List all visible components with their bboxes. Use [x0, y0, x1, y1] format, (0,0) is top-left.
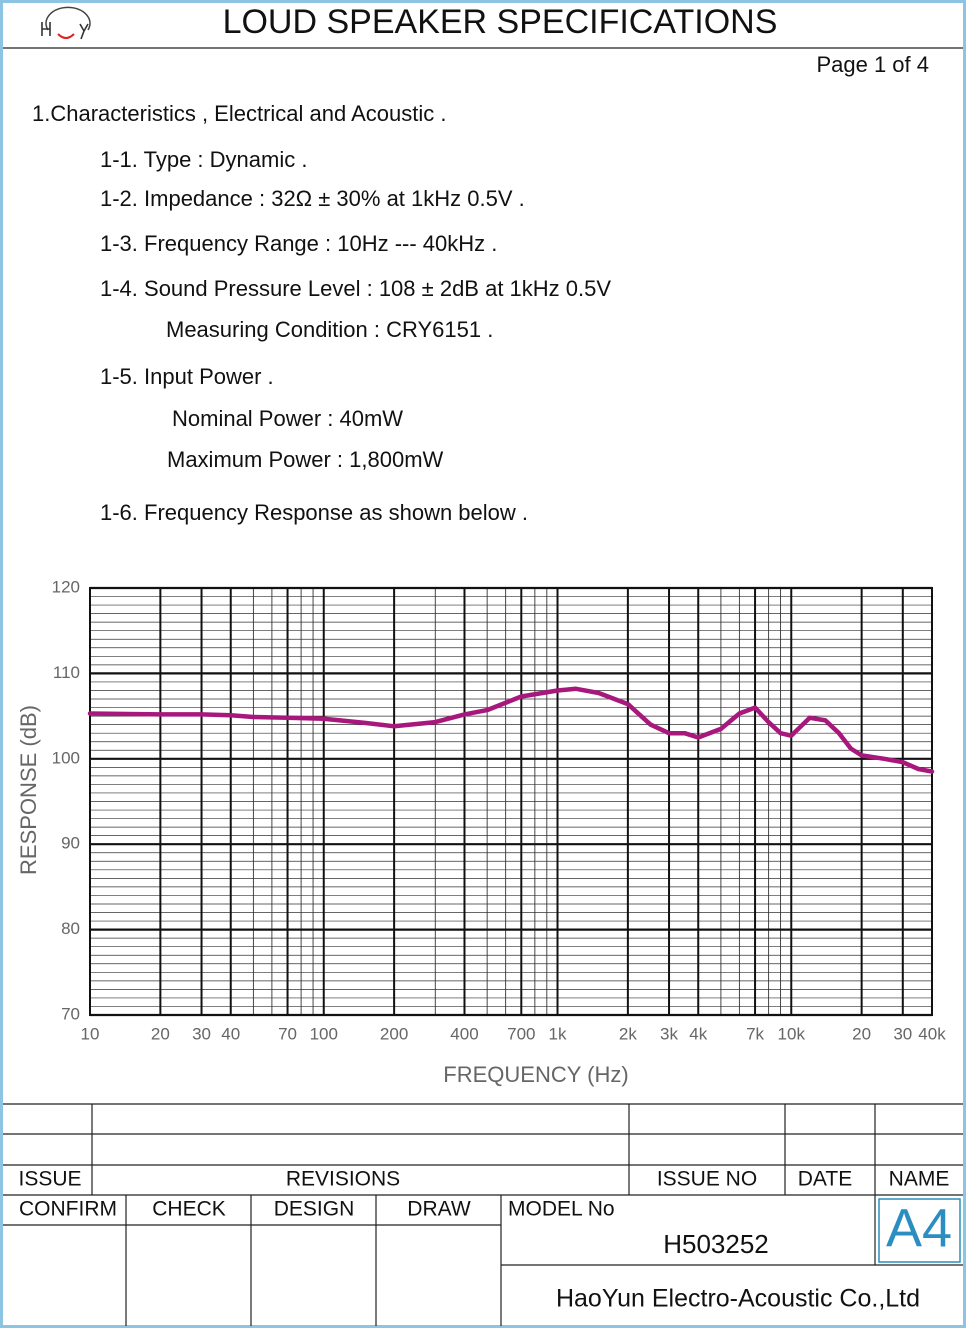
x-tick-label: 40k	[918, 1024, 946, 1043]
x-tick-label: 10k	[778, 1024, 806, 1043]
y-tick-label: 70	[61, 1004, 80, 1023]
x-tick-label: 7k	[746, 1024, 764, 1043]
spec-item: 1-6. Frequency Response as shown below .	[100, 500, 528, 525]
signoff-label: CONFIRM	[19, 1198, 117, 1221]
table-header: ISSUE NO	[657, 1168, 757, 1191]
y-tick-label: 80	[61, 919, 80, 938]
y-tick-label: 90	[61, 834, 80, 853]
model-number: H503252	[663, 1229, 769, 1259]
x-tick-label: 400	[450, 1024, 478, 1043]
spec-item: Nominal Power : 40mW	[172, 406, 403, 431]
x-tick-label: 100	[310, 1024, 338, 1043]
company-name: HaoYun Electro-Acoustic Co.,Ltd	[556, 1285, 920, 1313]
x-axis-label: FREQUENCY (Hz)	[443, 1062, 628, 1087]
spec-item: Maximum Power : 1,800mW	[167, 447, 444, 472]
logo	[41, 6, 91, 40]
paper-size: A4	[886, 1198, 952, 1258]
spec-item: Measuring Condition : CRY6151 .	[166, 317, 493, 342]
plot-frame	[89, 587, 933, 1016]
table-header: NAME	[889, 1168, 950, 1191]
title-block	[3, 1103, 963, 1326]
spec-item: 1-1. Type : Dynamic .	[100, 147, 307, 172]
x-tick-label: 3k	[660, 1024, 678, 1043]
spec-item: 1-5. Input Power .	[100, 364, 274, 389]
signoff-label: CHECK	[152, 1198, 226, 1221]
page-number: Page 1 of 4	[816, 52, 929, 77]
response-curve	[87, 686, 935, 774]
table-header: REVISIONS	[286, 1168, 400, 1191]
table-header: ISSUE	[18, 1168, 81, 1191]
x-tick-label: 1k	[549, 1024, 567, 1043]
signoff-label: DESIGN	[274, 1198, 355, 1221]
x-tick-label: 30	[893, 1024, 912, 1043]
section-heading: 1.Characteristics , Electrical and Acous…	[32, 101, 447, 126]
x-tick-label: 700	[507, 1024, 535, 1043]
spec-item: 1-3. Frequency Range : 10Hz --- 40kHz .	[100, 231, 497, 256]
table-header: DATE	[798, 1168, 852, 1191]
x-tick-label: 70	[278, 1024, 297, 1043]
chart: 70 80 90 100 110 120 10 20 30 40 70 100 200 400 700 1k 2…	[52, 577, 947, 1043]
x-tick-label: 2k	[619, 1024, 637, 1043]
y-axis-label: RESPONSE (dB)	[16, 705, 41, 875]
x-tick-label: 200	[380, 1024, 408, 1043]
signoff-label: DRAW	[407, 1198, 471, 1221]
x-tick-label: 20	[151, 1024, 170, 1043]
x-tick-label: 4k	[689, 1024, 707, 1043]
y-tick-label: 100	[52, 748, 80, 767]
y-tick-label: 110	[53, 663, 80, 682]
doc-title: LOUD SPEAKER SPECIFICATIONS	[223, 3, 778, 41]
spec-item: 1-4. Sound Pressure Level : 108 ± 2dB at…	[100, 276, 611, 301]
spec-item: 1-2. Impedance : 32Ω ± 30% at 1kHz 0.5V …	[100, 186, 525, 211]
y-tick-label: 120	[52, 577, 80, 596]
x-tick-label: 40	[221, 1024, 240, 1043]
x-tick-label: 20	[852, 1024, 871, 1043]
model-label: MODEL No	[508, 1198, 615, 1221]
x-tick-label: 10	[81, 1024, 100, 1043]
x-tick-label: 30	[192, 1024, 211, 1043]
